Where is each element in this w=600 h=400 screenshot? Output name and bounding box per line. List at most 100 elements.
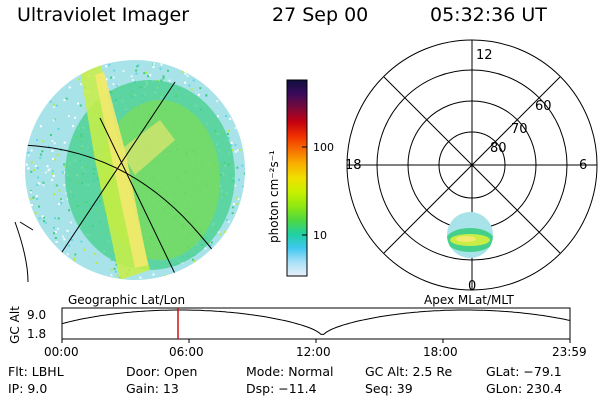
speckle-dot [55, 104, 58, 107]
speckle-dot [63, 184, 66, 186]
auroral-spot [120, 120, 175, 175]
polar-oval-image [447, 212, 493, 258]
speckle-dot [68, 115, 70, 118]
speckle-dot [152, 66, 155, 68]
oval-emission-peak [456, 236, 476, 242]
speckle-dot [83, 248, 85, 251]
speckle-dot [27, 154, 30, 157]
polar-labels: 12 18 6 0 60 70 80 [345, 48, 587, 294]
speckle-dot [116, 274, 119, 277]
speckle-dot [54, 231, 57, 234]
speckle-dot [53, 158, 56, 161]
speckle-dot [74, 253, 77, 256]
speckle-dot [110, 274, 113, 277]
speckle-dot [42, 216, 45, 219]
speckle-dot [110, 259, 113, 262]
observation-date: 27 Sep 00 [272, 4, 369, 26]
speckle-dot [30, 191, 32, 194]
speckle-dot [230, 144, 233, 147]
speckle-dot [36, 138, 38, 141]
speckle-dot [62, 235, 65, 238]
speckle-dot [205, 94, 208, 97]
speckle-dot [60, 202, 63, 205]
speckle-dot [68, 86, 71, 89]
speckle-dot [95, 262, 98, 264]
speckle-dot [236, 149, 239, 152]
speckle-dot [112, 83, 115, 86]
speckle-dot [39, 156, 42, 159]
speckle-dot [32, 169, 35, 171]
altitude-tick-max: 9.0 [27, 308, 47, 322]
speckle-dot [27, 151, 30, 154]
auroral-arc-core [95, 72, 148, 268]
speckle-dot [34, 212, 37, 214]
speckle-dot [238, 178, 240, 181]
speckle-dot [115, 263, 118, 266]
speckle-dot [27, 167, 30, 170]
speckle-dot [51, 179, 54, 181]
speckle-dot [30, 190, 33, 193]
speckle-dot [49, 134, 52, 136]
speckle-dot [130, 75, 133, 78]
speckle-dot [199, 87, 202, 90]
speckle-dot [63, 163, 66, 166]
mlt-label-12: 12 [476, 48, 493, 63]
polar-diagonal-2 [383, 76, 561, 254]
speckle-dot [36, 166, 39, 169]
speckle-dot [58, 203, 60, 205]
speckle-dot [52, 119, 55, 122]
speckle-dot [131, 79, 134, 81]
speckle-dot [56, 228, 59, 230]
speckle-dot [113, 267, 116, 270]
speckle-dot [135, 72, 138, 75]
instrument-title: Ultraviolet Imager [17, 4, 190, 26]
speckle-dot [34, 165, 37, 167]
speckle-dot [229, 117, 232, 120]
speckle-dot [80, 240, 83, 243]
geographic-image [14, 60, 245, 283]
speckle-dot [37, 176, 40, 179]
speckle-dot [237, 197, 240, 200]
door-info: Door: Open [126, 364, 198, 379]
speckle-dot [164, 274, 167, 277]
gc-alt-info: GC Alt: 2.5 Re [365, 364, 453, 379]
speckle-dot [181, 70, 184, 73]
speckle-dot [227, 220, 230, 223]
speckle-dot [139, 276, 142, 279]
speckle-dot [228, 129, 231, 132]
speckle-dot [39, 125, 42, 128]
speckle-dot [74, 116, 77, 119]
speckle-dot [167, 69, 169, 72]
apex-label: Apex MLat/MLT [424, 293, 514, 307]
dsp-info: Dsp: −11.4 [246, 381, 317, 396]
mlt-label-18: 18 [345, 158, 362, 173]
speckle-dot [191, 258, 194, 261]
speckle-dot [224, 231, 226, 233]
speckle-dot [147, 75, 149, 78]
speckle-dot [160, 63, 163, 66]
speckle-dot [63, 141, 66, 144]
glat-info: GLat: −79.1 [486, 364, 562, 379]
speckle-dot [66, 197, 69, 200]
speckle-dot [53, 106, 56, 109]
speckle-dot [238, 149, 241, 152]
speckle-dot [231, 149, 234, 152]
color-bar-scale [286, 79, 308, 277]
speckle-dot [38, 182, 41, 185]
speckle-dot [113, 69, 116, 72]
speckle-dot [57, 128, 60, 130]
speckle-dot [204, 247, 207, 250]
speckle-dot [122, 70, 125, 72]
speckle-dot [137, 64, 140, 67]
speckle-dot [44, 171, 47, 174]
speckle-dot [192, 79, 195, 82]
speckle-dot [135, 69, 138, 72]
speckle-dot [30, 197, 33, 200]
speckle-dot [41, 150, 44, 153]
speckle-dot [30, 149, 33, 152]
altitude-plot-frame [61, 307, 571, 340]
speckle-dot [55, 184, 58, 187]
ip-info: IP: 9.0 [8, 381, 48, 396]
speckle-dot [149, 74, 152, 77]
speckle-dot [60, 198, 63, 201]
